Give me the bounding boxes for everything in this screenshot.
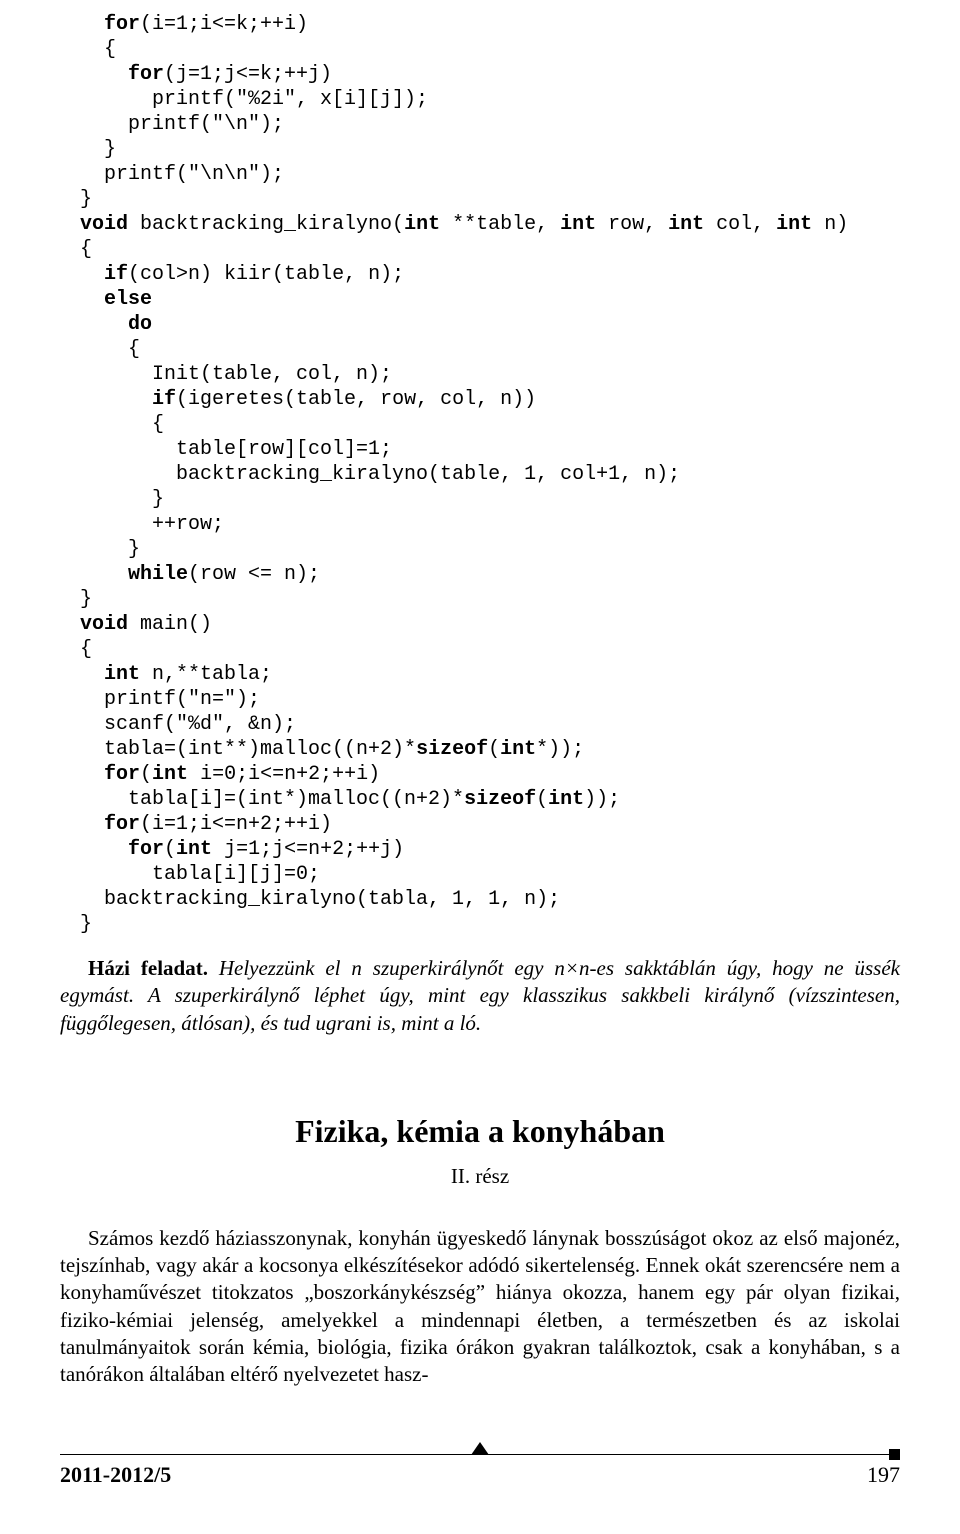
code-block: for(i=1;i<=k;++i) { for(j=1;j<=k;++j) pr…: [60, 12, 900, 937]
article-title: Fizika, kémia a konyhában: [60, 1113, 900, 1150]
page-footer: 2011-2012/5 197: [60, 1454, 900, 1488]
homework-paragraph: Házi feladat. Helyezzünk el n szuperkirá…: [60, 955, 900, 1037]
homework-label: Házi feladat.: [88, 956, 208, 980]
footer-triangle-icon: [471, 1442, 489, 1455]
footer-issue: 2011-2012/5: [60, 1462, 171, 1488]
footer-page-number: 197: [867, 1462, 900, 1488]
footer-square-icon: [889, 1449, 900, 1460]
article-body: Számos kezdő háziasszonynak, konyhán ügy…: [60, 1225, 900, 1389]
article-subtitle: II. rész: [60, 1164, 900, 1189]
